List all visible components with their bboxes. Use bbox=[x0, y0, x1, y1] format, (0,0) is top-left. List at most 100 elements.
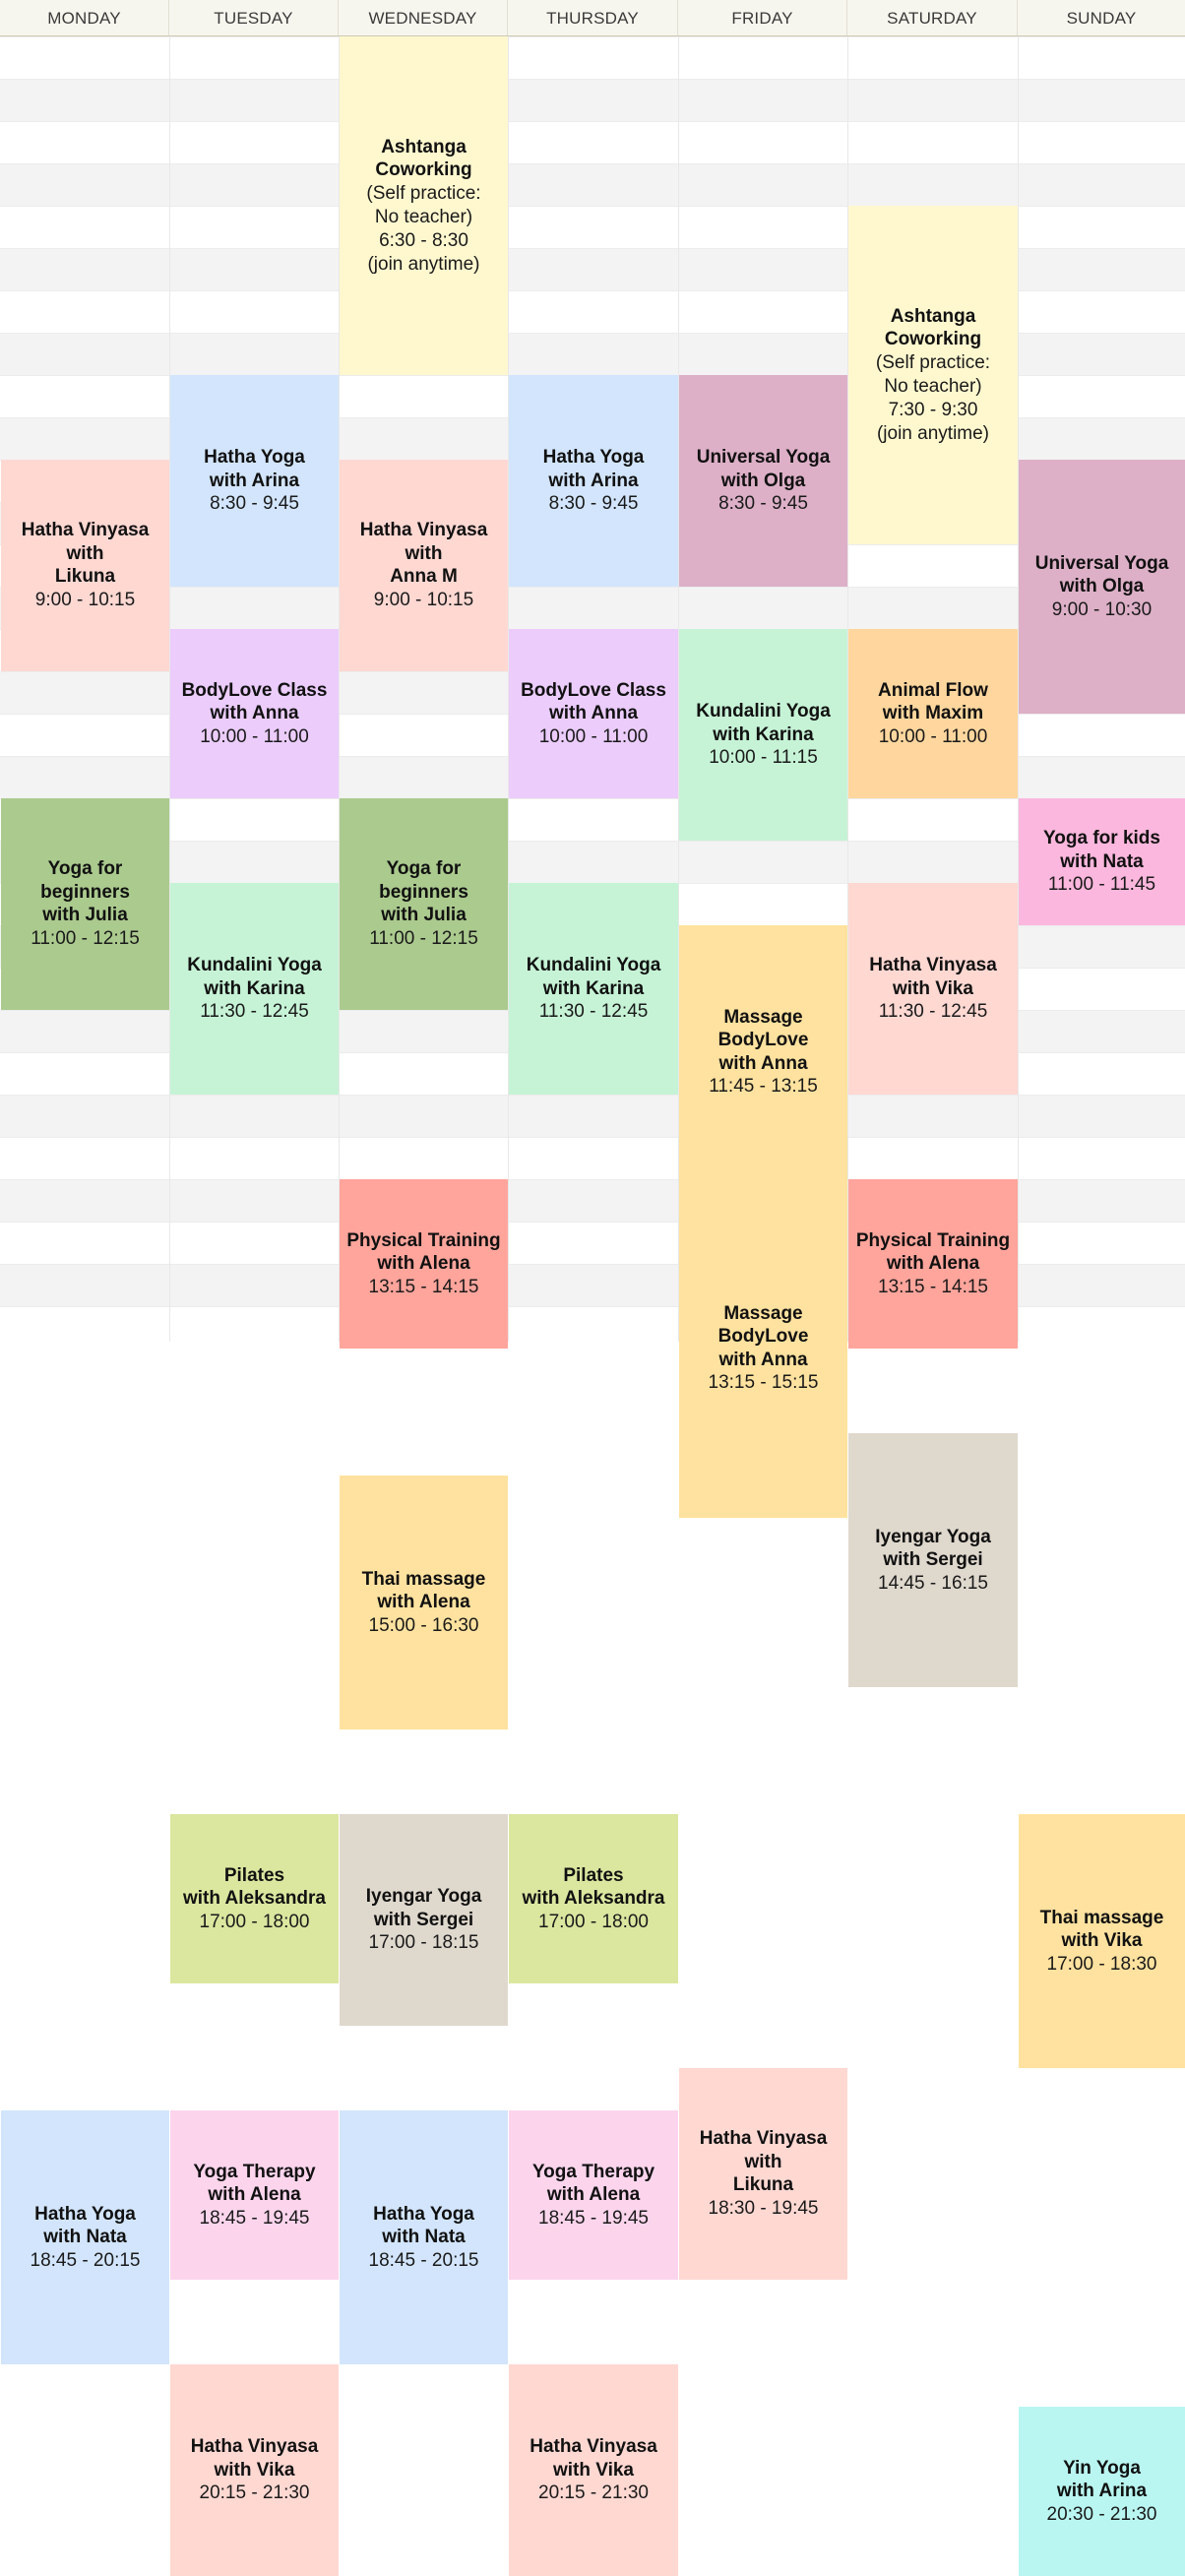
day-header-sunday: SUNDAY bbox=[1066, 9, 1137, 28]
class-title: Hatha Yoga with Arina bbox=[542, 447, 645, 491]
class-bodylove-class-tuesday[interactable]: BodyLove Class with Anna 10:00 - 11:00 bbox=[170, 629, 339, 798]
class-time: 11:30 - 12:45 bbox=[878, 1001, 988, 1022]
class-physical-training-wednesday[interactable]: Physical Training with Alena 13:15 - 14:1… bbox=[340, 1179, 508, 1349]
class-time: 18:30 - 19:45 bbox=[708, 2197, 819, 2219]
class-kundalini-yoga-tuesday[interactable]: Kundalini Yoga with Karina 11:30 - 12:45 bbox=[170, 883, 339, 1095]
class-title: Yoga for kids with Nata bbox=[1043, 828, 1160, 872]
class-yoga-therapy-thursday[interactable]: Yoga Therapy with Alena 18:45 - 19:45 bbox=[509, 2110, 678, 2280]
class-yoga-therapy-tuesday[interactable]: Yoga Therapy with Alena 18:45 - 19:45 bbox=[170, 2110, 339, 2280]
class-title: Physical Training with Alena bbox=[346, 1229, 501, 1275]
class-title: Yoga for beginners with Julia bbox=[379, 858, 468, 926]
class-time: 11:00 - 12:15 bbox=[369, 927, 478, 949]
class-massage-friday[interactable]: Massage BodyLove with Anna 13:15 - 15:15 bbox=[679, 1179, 847, 1518]
class-yoga-for-monday[interactable]: Yoga for beginners with Julia 11:00 - 12:… bbox=[1, 798, 169, 1010]
class-hatha-vinyasa-friday[interactable]: Hatha Vinyasa with Likuna 18:30 - 19:45 bbox=[679, 2068, 847, 2280]
class-time: 11:45 - 13:15 bbox=[709, 1076, 818, 1098]
day-header-thursday: THURSDAY bbox=[508, 0, 678, 35]
class-hatha-vinyasa-thursday[interactable]: Hatha Vinyasa with Vika 20:15 - 21:30 bbox=[509, 2364, 678, 2576]
class-time: 11:00 - 11:45 bbox=[1047, 874, 1156, 895]
day-header-saturday: SATURDAY bbox=[847, 0, 1018, 35]
class-title: Iyengar Yoga with Sergei bbox=[875, 1526, 991, 1571]
class-title: Massage BodyLove with Anna bbox=[717, 1006, 809, 1074]
class-title: Thai massage with Alena bbox=[361, 1568, 486, 1613]
class-hatha-vinyasa-monday[interactable]: Hatha Vinyasa with Likuna 9:00 - 10:15 bbox=[1, 460, 169, 671]
class-universal-yoga-sunday[interactable]: Universal Yoga with Olga 9:00 - 10:30 bbox=[1019, 460, 1185, 714]
class-pilates-tuesday[interactable]: Pilates with Aleksandra 17:00 - 18:00 bbox=[170, 1814, 339, 1983]
grid-line bbox=[0, 36, 1185, 37]
grid-line bbox=[0, 1264, 1185, 1265]
class-time: 18:45 - 20:15 bbox=[30, 2249, 141, 2271]
class-title: Hatha Yoga with Arina bbox=[204, 447, 305, 491]
class-animal-flow-saturday[interactable]: Animal Flow with Maxim 10:00 - 11:00 bbox=[848, 629, 1018, 798]
class-thai-massage-wednesday[interactable]: Thai massage with Alena 15:00 - 16:30 bbox=[340, 1476, 508, 1729]
class-title: Hatha Vinyasa with Vika bbox=[190, 2436, 319, 2481]
column-divider bbox=[847, 36, 848, 1342]
class-thai-massage-sunday[interactable]: Thai massage with Vika 17:00 - 18:30 bbox=[1019, 1814, 1185, 2068]
class-kundalini-yoga-friday[interactable]: Kundalini Yoga with Karina 10:00 - 11:15 bbox=[679, 629, 847, 841]
class-time: (Self practice: No teacher) 7:30 - 9:30 … bbox=[875, 351, 991, 444]
class-time: 18:45 - 20:15 bbox=[368, 2249, 479, 2271]
class-title: Yin Yoga with Arina bbox=[1056, 2457, 1148, 2502]
grid-line bbox=[0, 121, 1185, 122]
class-time: 8:30 - 9:45 bbox=[548, 493, 639, 514]
class-title: Pilates with Aleksandra bbox=[182, 1864, 326, 1910]
class-hatha-vinyasa-wednesday[interactable]: Hatha Vinyasa with Anna M 9:00 - 10:15 bbox=[340, 460, 508, 671]
grid-band bbox=[0, 79, 1185, 121]
class-pilates-thursday[interactable]: Pilates with Aleksandra 17:00 - 18:00 bbox=[509, 1814, 678, 1983]
class-time: (Self practice: No teacher) 6:30 - 8:30 … bbox=[366, 182, 481, 275]
day-header-wednesday: WEDNESDAY bbox=[339, 0, 508, 35]
class-time: 13:15 - 15:15 bbox=[708, 1372, 819, 1394]
class-title: BodyLove Class with Anna bbox=[521, 679, 666, 724]
grid-line bbox=[0, 798, 1185, 799]
class-time: 18:45 - 19:45 bbox=[538, 2207, 649, 2229]
class-massage-friday[interactable]: Massage BodyLove with Anna 11:45 - 13:15 bbox=[679, 925, 847, 1179]
grid-line bbox=[0, 333, 1185, 334]
class-title: Hatha Yoga with Nata bbox=[34, 2203, 136, 2248]
class-time: 8:30 - 9:45 bbox=[718, 493, 808, 514]
grid-line bbox=[0, 206, 1185, 207]
class-yoga-for-kids-sunday[interactable]: Yoga for kids with Nata 11:00 - 11:45 bbox=[1019, 798, 1185, 925]
class-physical-training-saturday[interactable]: Physical Training with Alena 13:15 - 14:1… bbox=[848, 1179, 1018, 1349]
class-iyengar-yoga-wednesday[interactable]: Iyengar Yoga with Sergei 17:00 - 18:15 bbox=[340, 1814, 508, 2026]
grid-line bbox=[0, 841, 1185, 842]
class-bodylove-class-thursday[interactable]: BodyLove Class with Anna 10:00 - 11:00 bbox=[509, 629, 678, 798]
class-iyengar-yoga-saturday[interactable]: Iyengar Yoga with Sergei 14:45 - 16:15 bbox=[848, 1433, 1018, 1687]
class-hatha-yoga-wednesday[interactable]: Hatha Yoga with Nata 18:45 - 20:15 bbox=[340, 2110, 508, 2364]
class-time: 10:00 - 11:15 bbox=[709, 747, 818, 768]
class-hatha-yoga-monday[interactable]: Hatha Yoga with Nata 18:45 - 20:15 bbox=[1, 2110, 169, 2364]
class-time: 17:00 - 18:15 bbox=[368, 1932, 479, 1953]
class-hatha-yoga-tuesday[interactable]: Hatha Yoga with Arina 8:30 - 9:45 bbox=[170, 375, 339, 587]
grid-band bbox=[0, 163, 1185, 206]
class-time: 10:00 - 11:00 bbox=[878, 725, 988, 747]
class-time: 13:15 - 14:15 bbox=[368, 1276, 479, 1297]
grid-line bbox=[0, 290, 1185, 291]
class-hatha-vinyasa-tuesday[interactable]: Hatha Vinyasa with Vika 20:15 - 21:30 bbox=[170, 2364, 339, 2576]
class-time: 11:30 - 12:45 bbox=[200, 1001, 309, 1022]
class-title: Hatha Vinyasa with Vika bbox=[530, 2436, 657, 2481]
class-universal-yoga-friday[interactable]: Universal Yoga with Olga 8:30 - 9:45 bbox=[679, 375, 847, 587]
class-yoga-for-wednesday[interactable]: Yoga for beginners with Julia 11:00 - 12:… bbox=[340, 798, 508, 1010]
class-title: Ashtanga Coworking bbox=[884, 305, 982, 350]
class-yin-yoga-sunday[interactable]: Yin Yoga with Arina 20:30 - 21:30 bbox=[1019, 2407, 1185, 2576]
class-time: 17:00 - 18:30 bbox=[1046, 1953, 1157, 1975]
grid-band bbox=[0, 841, 1185, 883]
class-hatha-vinyasa-saturday[interactable]: Hatha Vinyasa with Vika 11:30 - 12:45 bbox=[848, 883, 1018, 1095]
column-divider bbox=[508, 36, 509, 1342]
grid-line bbox=[0, 1095, 1185, 1096]
timetable-grid: Ashtanga Coworking (Self practice: No tea… bbox=[0, 36, 1185, 2576]
class-ashtanga-wednesday[interactable]: Ashtanga Coworking (Self practice: No tea… bbox=[340, 36, 508, 375]
class-title: BodyLove Class with Anna bbox=[181, 679, 328, 724]
class-title: Yoga Therapy with Alena bbox=[531, 2161, 655, 2206]
class-title: Iyengar Yoga with Sergei bbox=[365, 1886, 482, 1930]
column-divider bbox=[1018, 36, 1019, 1342]
grid-line bbox=[0, 1306, 1185, 1307]
column-divider bbox=[169, 36, 170, 1342]
class-ashtanga-saturday[interactable]: Ashtanga Coworking (Self practice: No tea… bbox=[848, 206, 1018, 544]
class-title: Hatha Vinyasa with Likuna bbox=[21, 520, 150, 588]
class-time: 20:15 - 21:30 bbox=[538, 2482, 649, 2503]
class-hatha-yoga-thursday[interactable]: Hatha Yoga with Arina 8:30 - 9:45 bbox=[509, 375, 678, 587]
class-time: 10:00 - 11:00 bbox=[538, 725, 649, 747]
class-kundalini-yoga-thursday[interactable]: Kundalini Yoga with Karina 11:30 - 12:45 bbox=[509, 883, 678, 1095]
grid-line bbox=[0, 248, 1185, 249]
class-title: Thai massage with Vika bbox=[1039, 1907, 1164, 1952]
